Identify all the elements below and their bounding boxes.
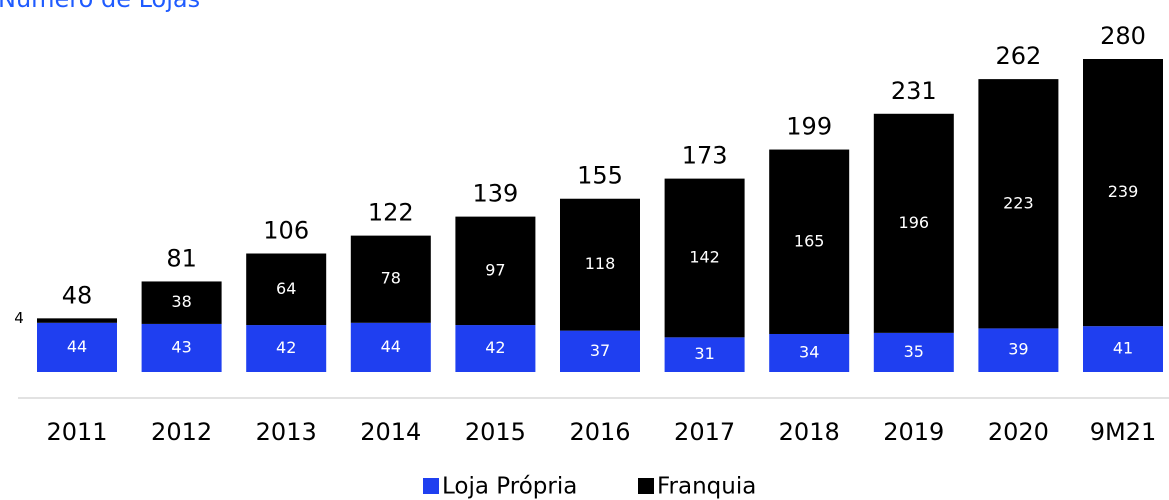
bar-segment	[350, 235, 431, 323]
chart-title: Número de Lojas	[0, 0, 200, 13]
data-label: 42	[276, 338, 296, 357]
bar-segment	[455, 325, 536, 372]
total-label: 262	[995, 42, 1041, 70]
bar-segment	[873, 113, 954, 333]
x-tick-label: 2019	[883, 418, 944, 446]
data-label: 64	[276, 279, 296, 298]
x-tick-label: 2015	[465, 418, 526, 446]
data-label: 31	[694, 344, 714, 363]
bar-segment	[769, 149, 850, 334]
x-tick-label: 9M21	[1090, 418, 1157, 446]
data-label: 4	[14, 309, 24, 327]
data-label: 165	[794, 231, 825, 250]
bar-segment	[246, 325, 327, 372]
data-label: 42	[485, 338, 505, 357]
legend-swatch	[423, 478, 439, 494]
total-label: 106	[263, 217, 309, 245]
bar-segment	[246, 253, 327, 326]
x-tick-label: 2011	[46, 418, 107, 446]
total-label: 48	[62, 281, 93, 309]
data-label: 39	[1008, 340, 1028, 359]
bar-segment	[978, 79, 1059, 329]
bar-segment	[1083, 59, 1163, 327]
data-label: 38	[171, 292, 191, 311]
data-label: 44	[67, 337, 87, 356]
legend-swatch	[638, 478, 654, 494]
bar-segment	[978, 328, 1059, 372]
total-label: 122	[368, 199, 414, 227]
total-label: 139	[472, 180, 518, 208]
data-label: 43	[171, 337, 191, 356]
data-label: 78	[381, 269, 401, 288]
data-label: 35	[904, 342, 924, 361]
data-label: 41	[1113, 339, 1133, 358]
bar-segment	[141, 323, 222, 372]
total-label: 280	[1100, 22, 1146, 50]
bar-segment	[664, 337, 745, 372]
data-label: 196	[899, 213, 930, 232]
x-tick-label: 2014	[360, 418, 421, 446]
x-tick-label: 2018	[779, 418, 840, 446]
legend-label: Franquia	[657, 474, 756, 500]
data-label: 118	[585, 254, 616, 273]
legend-label: Loja Própria	[442, 474, 577, 500]
bar-segment	[769, 333, 850, 372]
bar-segment	[873, 332, 954, 372]
bar-segment	[350, 322, 431, 372]
data-label: 142	[689, 247, 720, 266]
total-label: 199	[786, 113, 832, 141]
x-tick-label: 2016	[569, 418, 630, 446]
data-label: 37	[590, 341, 610, 360]
data-label: 223	[1003, 193, 1034, 212]
bar-segment	[560, 330, 640, 372]
x-tick-label: 2012	[151, 418, 212, 446]
bar-segment	[560, 198, 640, 331]
x-tick-label: 2013	[256, 418, 317, 446]
total-label: 81	[166, 244, 197, 272]
data-label: 44	[381, 337, 401, 356]
total-label: 231	[891, 77, 937, 105]
bar-segment	[664, 178, 745, 338]
x-tick-label: 2020	[988, 418, 1049, 446]
bar-segment	[455, 216, 536, 326]
data-label: 97	[485, 260, 505, 279]
bar-segment	[37, 322, 117, 372]
total-label: 173	[682, 142, 728, 170]
bar-segment	[1083, 326, 1163, 372]
bar-segment	[141, 281, 222, 324]
total-label: 155	[577, 162, 623, 190]
x-tick-label: 2017	[674, 418, 735, 446]
data-label: 239	[1108, 182, 1139, 201]
data-label: 34	[799, 342, 819, 361]
bar-segment	[37, 318, 117, 323]
